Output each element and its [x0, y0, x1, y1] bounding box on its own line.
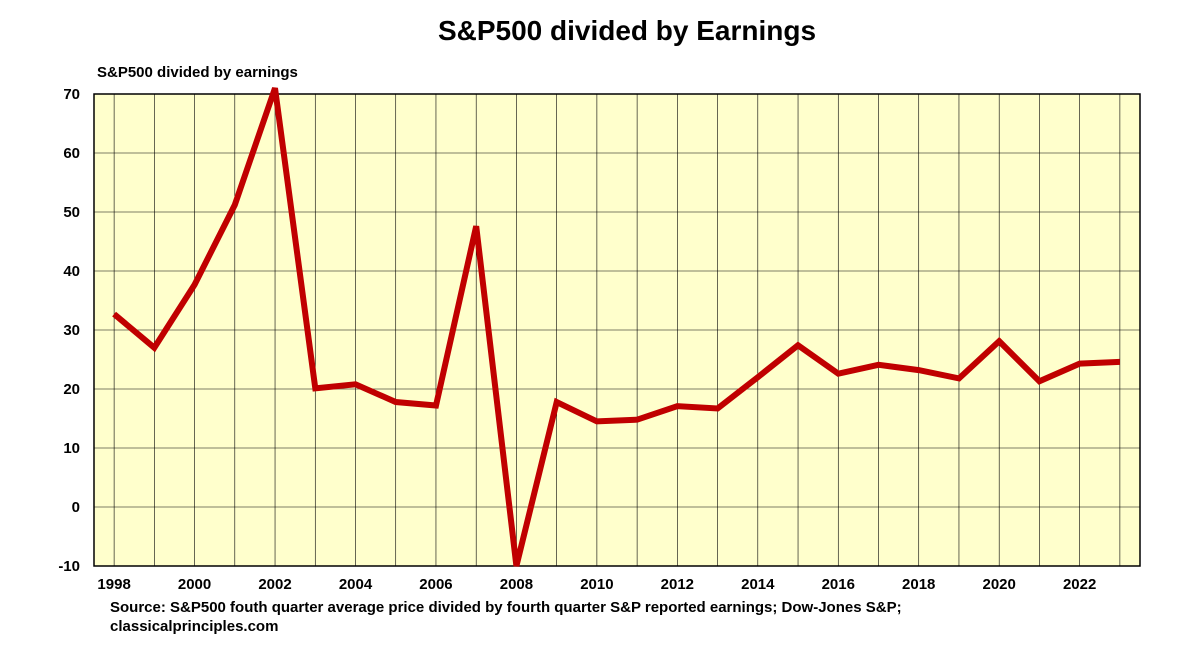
plot-border: [93, 93, 1141, 567]
y-tick-label: -10: [58, 558, 80, 575]
x-tick-label: 2016: [822, 576, 855, 593]
y-tick-label: 0: [72, 499, 80, 516]
series-line: [112, 87, 1121, 567]
source-note-line-1: Source: S&P500 fouth quarter average pri…: [110, 599, 902, 616]
y-tick-label: 50: [63, 204, 80, 221]
x-tick-label: 2010: [580, 576, 613, 593]
x-tick-label: 2014: [741, 576, 775, 593]
y-tick-label: 70: [63, 86, 80, 103]
x-tick-label: 2008: [500, 576, 533, 593]
y-tick-label: 60: [63, 145, 80, 162]
x-tick-label: 2000: [178, 576, 211, 593]
y-tick-label: 30: [63, 322, 80, 339]
y-axis-title: S&P500 divided by earnings: [97, 64, 298, 81]
x-tick-label: 2002: [258, 576, 291, 593]
y-tick-label: 20: [63, 381, 80, 398]
series-layer: [112, 87, 1121, 567]
source-note-line-2: classicalprinciples.com: [110, 618, 278, 635]
x-tick-labels: 1998 2000 2002 2004 2006 2008 2010 2012 2014 2016…: [97, 576, 1096, 593]
x-tick-label: 2020: [983, 576, 1016, 593]
x-tick-label: 2004: [339, 576, 373, 593]
x-tick-label: 2022: [1063, 576, 1096, 593]
y-tick-label: 10: [63, 440, 80, 457]
y-tick-labels: -10 0 10 20 30 40 50 60 70: [58, 86, 80, 575]
x-tick-label: 2012: [661, 576, 694, 593]
x-tick-label: 1998: [97, 576, 130, 593]
y-tick-label: 40: [63, 263, 80, 280]
x-tick-label: 2006: [419, 576, 452, 593]
x-tick-label: 2018: [902, 576, 935, 593]
chart-title: S&P500 divided by Earnings: [438, 15, 816, 46]
